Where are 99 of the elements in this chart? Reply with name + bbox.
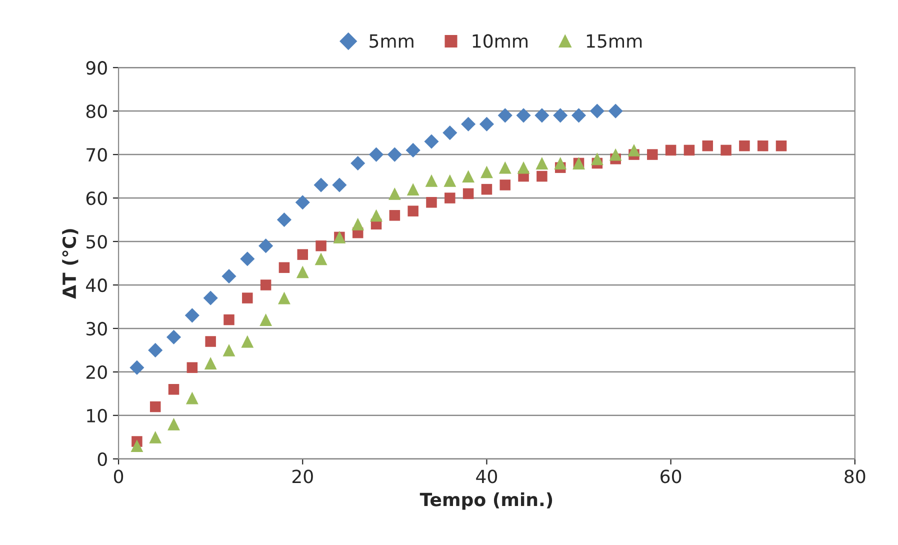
y-axis-title: ΔT (°C) xyxy=(62,229,78,299)
legend-label: 15mm xyxy=(586,34,642,48)
point xyxy=(370,209,382,222)
y-tick-label: 60 xyxy=(86,191,107,206)
point xyxy=(424,134,439,149)
point xyxy=(204,357,217,370)
y-tick-label: 0 xyxy=(98,452,107,466)
point xyxy=(186,362,198,373)
point xyxy=(130,440,144,452)
point xyxy=(222,344,236,356)
point xyxy=(536,170,548,182)
y-tick-label: 90 xyxy=(86,61,107,75)
legend-label: 10mm xyxy=(472,34,528,48)
point xyxy=(776,140,787,152)
point xyxy=(203,290,218,306)
point xyxy=(739,140,750,152)
point xyxy=(444,174,456,187)
point xyxy=(720,144,732,156)
point xyxy=(536,157,548,170)
point xyxy=(590,104,604,118)
point xyxy=(554,157,567,170)
y-tick-label: 80 xyxy=(86,104,107,118)
point xyxy=(222,268,236,284)
point xyxy=(608,104,623,118)
point xyxy=(665,144,676,156)
point xyxy=(260,314,272,326)
point xyxy=(130,360,144,375)
point xyxy=(481,184,492,195)
point xyxy=(571,108,586,123)
point xyxy=(462,188,474,200)
y-tick-label: 40 xyxy=(86,278,107,292)
point xyxy=(426,196,437,208)
x-tick-label: 0 xyxy=(114,470,124,484)
point xyxy=(387,147,402,162)
point xyxy=(498,108,512,123)
point xyxy=(461,116,476,132)
point xyxy=(628,144,640,156)
point xyxy=(242,292,253,304)
point xyxy=(241,335,254,348)
y-tick-label: 30 xyxy=(86,322,107,336)
x-tick-label: 80 xyxy=(844,470,866,484)
point xyxy=(500,180,511,190)
point xyxy=(350,156,366,171)
x-tick-label: 60 xyxy=(660,470,682,484)
point xyxy=(480,166,493,178)
point xyxy=(314,252,328,266)
y-tick-label: 20 xyxy=(86,365,107,380)
point xyxy=(388,187,401,200)
point xyxy=(408,206,418,216)
point xyxy=(168,384,180,395)
point xyxy=(276,212,292,228)
y-tick-label: 10 xyxy=(87,408,107,423)
point xyxy=(166,330,182,344)
point xyxy=(148,342,163,358)
point xyxy=(534,108,550,123)
point xyxy=(647,149,658,160)
point xyxy=(406,183,420,196)
x-tick-label: 40 xyxy=(476,470,498,484)
point xyxy=(316,240,326,252)
point xyxy=(425,174,438,187)
point xyxy=(297,249,308,260)
point xyxy=(553,108,568,123)
point xyxy=(702,140,714,152)
y-tick-label: 70 xyxy=(86,148,107,162)
y-tick-label: 50 xyxy=(86,234,107,249)
point xyxy=(314,178,328,192)
point xyxy=(296,266,309,278)
point xyxy=(389,210,400,221)
legend-label: 5mm xyxy=(370,34,414,48)
point xyxy=(757,140,768,152)
point xyxy=(517,161,530,174)
x-axis-title: Tempo (min.) xyxy=(420,492,552,510)
x-tick-label: 20 xyxy=(292,470,313,484)
point xyxy=(278,292,290,304)
point xyxy=(479,116,494,132)
point xyxy=(352,218,364,230)
point xyxy=(295,195,310,210)
point xyxy=(168,418,180,430)
point xyxy=(609,148,622,161)
point xyxy=(260,280,272,290)
point xyxy=(444,192,456,204)
point xyxy=(368,147,384,162)
point xyxy=(205,336,216,347)
point xyxy=(186,392,198,404)
point xyxy=(590,152,604,166)
point xyxy=(224,314,234,326)
point xyxy=(278,262,290,273)
point xyxy=(498,161,512,174)
point xyxy=(149,430,162,444)
point xyxy=(150,401,161,412)
point xyxy=(406,142,420,158)
point xyxy=(516,108,531,123)
point xyxy=(332,178,347,192)
point xyxy=(684,144,695,156)
point xyxy=(184,308,200,323)
point xyxy=(462,170,475,182)
point xyxy=(442,126,458,140)
point xyxy=(240,252,255,266)
point xyxy=(258,238,274,254)
